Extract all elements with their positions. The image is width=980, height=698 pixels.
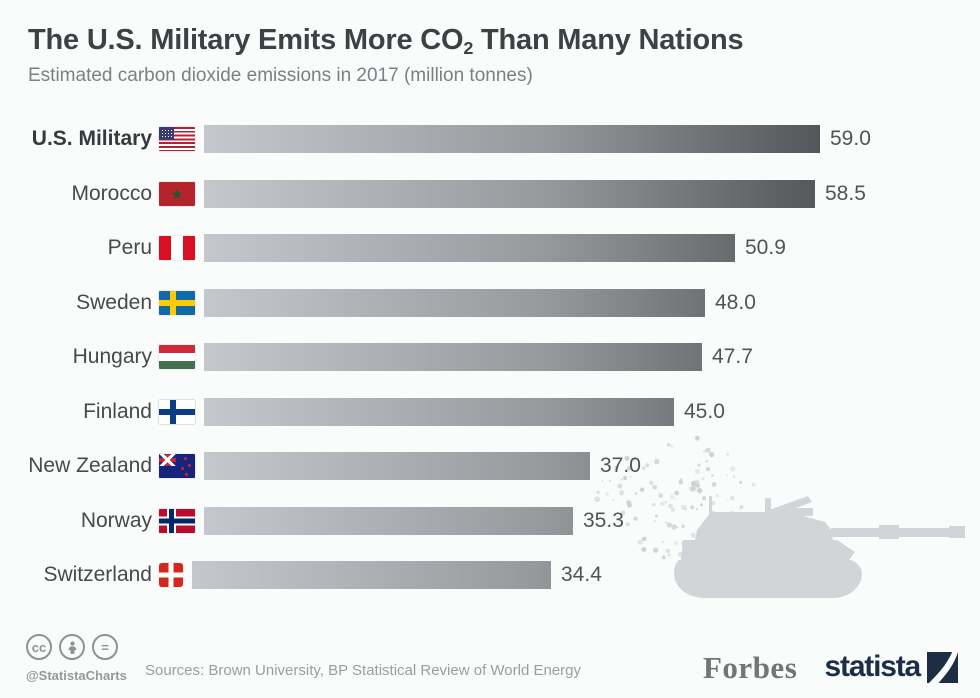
chart-row: New Zealand 37.0 [0,452,980,480]
flag-pe-icon [159,236,195,260]
no-derivatives-icon: = [92,634,118,660]
value-label: 35.3 [583,508,624,532]
category-label: Norway [80,508,152,532]
flag-no-icon [159,508,195,533]
flag-us-icon [159,127,195,151]
category-label: New Zealand [28,454,152,477]
value-label: 37.0 [600,454,641,477]
attribution-person-icon [59,634,85,660]
chart-row: Peru 50.9 [0,234,980,262]
flag-se-icon [159,290,195,315]
chart-row: Sweden 48.0 [0,288,980,317]
statista-logo-mark [927,651,958,683]
bar [204,234,735,262]
value-label: 58.5 [825,181,866,205]
bar [204,397,674,426]
chart-row: Finland 45.0 [0,397,980,426]
chart-row: Norway 35.3 [0,506,980,535]
statista-logo: statista [825,650,958,684]
value-label: 47.7 [712,345,753,368]
cc-icon: cc [26,634,52,660]
chart-row: Morocco 58.5 [0,179,980,208]
bar [204,506,573,535]
category-label: Hungary [72,345,152,368]
bar [204,125,820,153]
category-label: Morocco [71,181,152,205]
bar [204,179,815,208]
chart-subtitle: Estimated carbon dioxide emissions in 20… [28,65,533,87]
flag-ma-icon [159,181,195,206]
category-label: Switzerland [43,563,152,586]
category-label: Sweden [76,290,152,314]
bar-chart: U.S. Military 59.0 Morocco 58.5 Peru 50.9 Swed… [0,125,980,616]
value-label: 48.0 [715,290,756,314]
forbes-logo: Forbes [703,650,798,685]
flag-ch-icon [159,563,183,587]
category-label: Peru [107,236,152,259]
chart-row: Switzerland 34.4 [0,561,980,589]
sources-text: Sources: Brown University, BP Statistica… [145,662,581,679]
flag-fi-icon [159,399,195,424]
value-label: 50.9 [745,236,786,259]
statista-wordmark: statista [824,650,922,683]
statista-handle: @StatistaCharts [26,668,127,683]
page-title: The U.S. Military Emits More CO2 Than Ma… [28,24,744,59]
chart-row: U.S. Military 59.0 [0,125,980,153]
value-label: 59.0 [830,127,871,150]
chart-row: Hungary 47.7 [0,343,980,371]
bar [204,452,590,480]
flag-hu-icon [159,345,195,369]
category-label: U.S. Military [31,127,152,150]
flag-nz-icon [159,454,195,478]
value-label: 45.0 [684,399,725,423]
cc-license: cc = [26,634,118,660]
value-label: 34.4 [561,563,602,586]
bar [192,561,551,589]
bar [204,288,705,317]
chart-header: The U.S. Military Emits More CO2 Than Ma… [28,24,744,87]
bar [204,343,702,371]
category-label: Finland [83,399,152,423]
